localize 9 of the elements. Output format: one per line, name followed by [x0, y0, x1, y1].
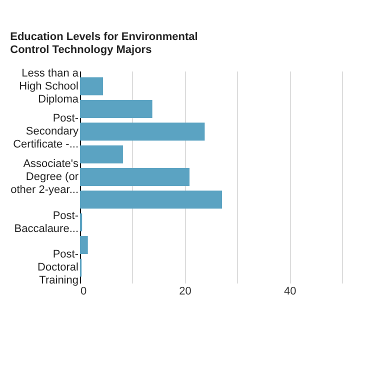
- x-tick-label: 40: [284, 286, 296, 298]
- y-tick-label: Post-Secondary Certificate -...: [13, 112, 79, 151]
- y-tick-label: Less than a High School Diploma: [19, 67, 80, 106]
- x-tick-label: 20: [179, 286, 192, 298]
- y-tick-label: Post-Baccalaure...: [14, 210, 79, 235]
- y-tick-label: Post-Doctoral Training: [38, 248, 79, 287]
- y-tick-label: Associate's Degree (or other 2-year...: [10, 158, 79, 196]
- chart-title: Education Levels for Environmental Control Technology Majors: [10, 30, 198, 56]
- x-tick-label: 0: [80, 286, 87, 298]
